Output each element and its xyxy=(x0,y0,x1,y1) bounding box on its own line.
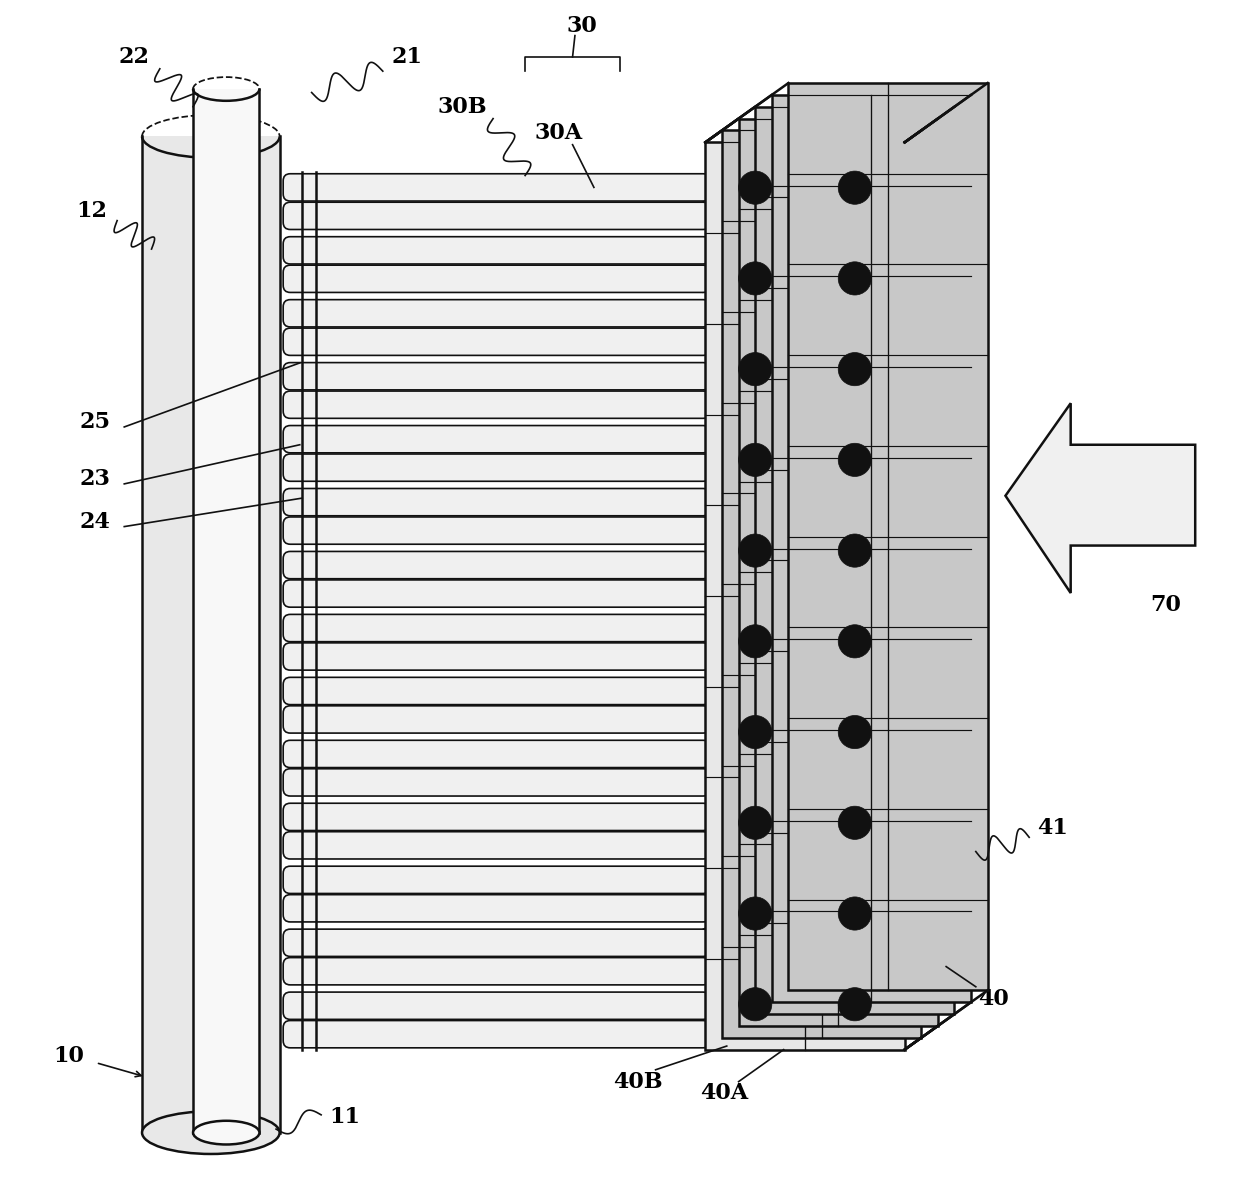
Circle shape xyxy=(739,988,771,1021)
FancyBboxPatch shape xyxy=(283,489,711,516)
Circle shape xyxy=(739,352,771,385)
Text: 12: 12 xyxy=(77,200,108,222)
FancyBboxPatch shape xyxy=(283,237,711,264)
Circle shape xyxy=(838,988,872,1021)
FancyBboxPatch shape xyxy=(283,740,711,767)
FancyBboxPatch shape xyxy=(283,706,711,733)
Text: 10: 10 xyxy=(53,1045,84,1066)
Polygon shape xyxy=(143,136,279,1133)
FancyBboxPatch shape xyxy=(283,643,711,670)
Ellipse shape xyxy=(193,1121,259,1144)
Text: 30: 30 xyxy=(567,15,598,37)
Text: 40: 40 xyxy=(978,988,1009,1009)
Circle shape xyxy=(838,352,872,385)
Polygon shape xyxy=(771,95,971,1002)
Text: 30B: 30B xyxy=(438,96,487,117)
FancyBboxPatch shape xyxy=(283,580,711,607)
Circle shape xyxy=(838,444,872,477)
FancyBboxPatch shape xyxy=(283,426,711,453)
Circle shape xyxy=(838,262,872,295)
FancyBboxPatch shape xyxy=(283,991,711,1020)
FancyBboxPatch shape xyxy=(283,266,711,293)
Text: 23: 23 xyxy=(79,468,110,490)
Text: 25: 25 xyxy=(79,412,110,433)
FancyBboxPatch shape xyxy=(283,202,711,230)
Text: 40B: 40B xyxy=(613,1071,662,1092)
Text: 11: 11 xyxy=(330,1107,361,1128)
Circle shape xyxy=(838,171,872,204)
Circle shape xyxy=(739,534,771,567)
Circle shape xyxy=(739,897,771,930)
Circle shape xyxy=(739,171,771,204)
Text: 24: 24 xyxy=(79,511,110,533)
Circle shape xyxy=(739,806,771,840)
Polygon shape xyxy=(739,119,937,1026)
FancyBboxPatch shape xyxy=(283,454,711,482)
Text: 40A: 40A xyxy=(701,1083,749,1104)
Polygon shape xyxy=(755,107,955,1014)
Circle shape xyxy=(739,444,771,477)
Circle shape xyxy=(739,625,771,658)
Text: 70: 70 xyxy=(1151,594,1180,616)
Text: 21: 21 xyxy=(391,46,422,68)
Text: 22: 22 xyxy=(118,46,149,68)
FancyBboxPatch shape xyxy=(283,174,711,202)
Circle shape xyxy=(739,715,771,748)
Polygon shape xyxy=(1006,403,1195,593)
FancyBboxPatch shape xyxy=(283,391,711,419)
FancyBboxPatch shape xyxy=(283,769,711,796)
Polygon shape xyxy=(706,142,905,1050)
Circle shape xyxy=(838,715,872,748)
FancyBboxPatch shape xyxy=(283,329,711,356)
Polygon shape xyxy=(193,89,259,1133)
FancyBboxPatch shape xyxy=(283,517,711,544)
FancyBboxPatch shape xyxy=(283,551,711,579)
Polygon shape xyxy=(722,130,921,1038)
FancyBboxPatch shape xyxy=(283,1020,711,1048)
Polygon shape xyxy=(789,83,988,990)
Text: 41: 41 xyxy=(1038,817,1069,839)
FancyBboxPatch shape xyxy=(283,831,711,859)
FancyBboxPatch shape xyxy=(283,300,711,327)
FancyBboxPatch shape xyxy=(283,866,711,893)
Text: 30A: 30A xyxy=(534,122,583,144)
Circle shape xyxy=(838,897,872,930)
Circle shape xyxy=(838,806,872,840)
FancyBboxPatch shape xyxy=(283,363,711,390)
FancyBboxPatch shape xyxy=(283,957,711,984)
FancyBboxPatch shape xyxy=(283,614,711,642)
FancyBboxPatch shape xyxy=(283,929,711,956)
Circle shape xyxy=(838,625,872,658)
FancyBboxPatch shape xyxy=(283,894,711,922)
Circle shape xyxy=(739,262,771,295)
FancyBboxPatch shape xyxy=(283,803,711,830)
Ellipse shape xyxy=(143,1111,279,1154)
FancyBboxPatch shape xyxy=(283,677,711,704)
Circle shape xyxy=(838,534,872,567)
